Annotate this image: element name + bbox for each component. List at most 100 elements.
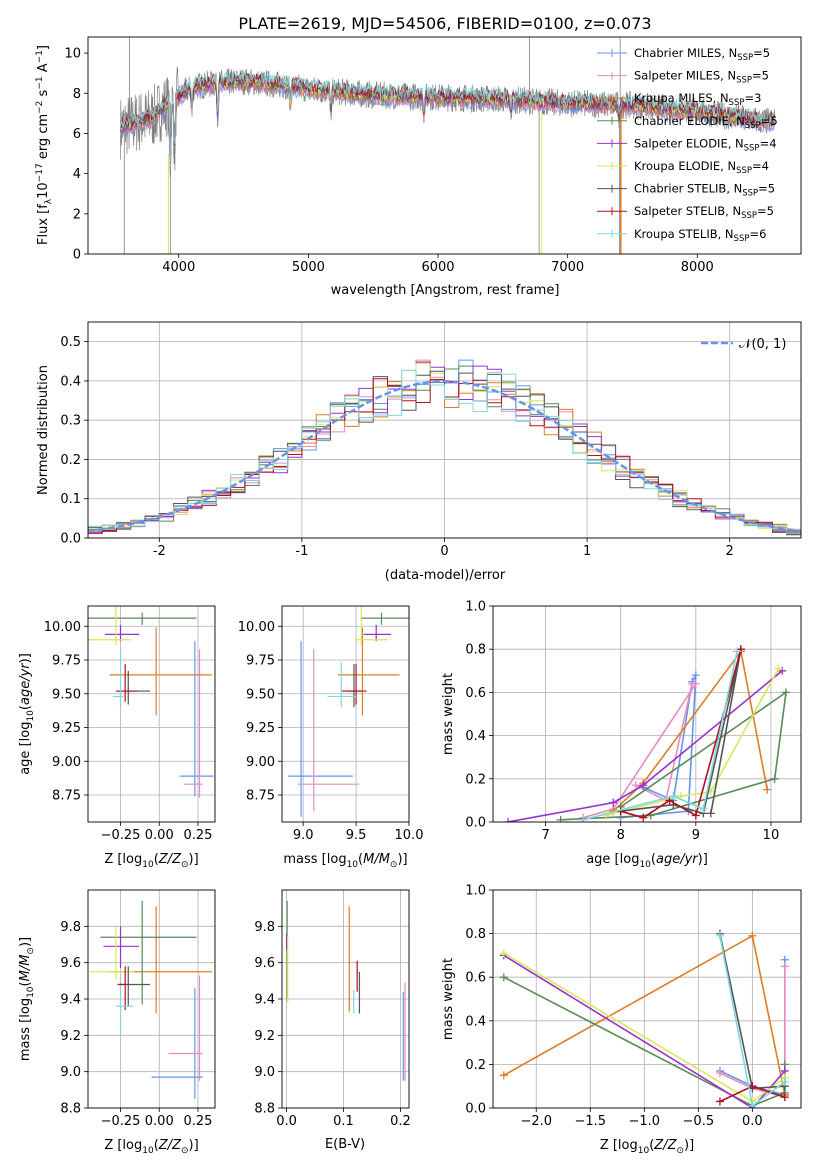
x-tick-label: 10.0 bbox=[395, 828, 424, 843]
y-tick-label: 2 bbox=[73, 207, 81, 222]
y-tick-label: 9.75 bbox=[52, 654, 81, 669]
y-tick-label: 9.4 bbox=[254, 993, 275, 1008]
x-tick-label: -2 bbox=[153, 544, 166, 559]
weight-series bbox=[503, 954, 786, 1108]
weight-series bbox=[582, 651, 738, 821]
y-axis-label: Flux [fλ10−17 erg cm−2 s−1 A−1] bbox=[35, 45, 54, 245]
grid bbox=[88, 606, 215, 822]
y-tick-label: 1.0 bbox=[465, 884, 486, 899]
x-tick-label: 6000 bbox=[421, 260, 454, 275]
weight-marker bbox=[774, 664, 783, 673]
axes-frame bbox=[87, 889, 216, 1109]
weight-marker bbox=[639, 781, 648, 790]
y-tick-label: 9.75 bbox=[246, 654, 275, 669]
y-tick-label: 0.3 bbox=[60, 414, 81, 429]
weight-marker bbox=[691, 671, 700, 680]
weight-marker bbox=[691, 811, 700, 820]
plot-area bbox=[285, 900, 406, 1081]
x-tick-label: 9.5 bbox=[346, 828, 367, 843]
x-tick-label: 9 bbox=[692, 828, 700, 843]
x-tick-label: 2 bbox=[726, 544, 734, 559]
x-axis-label: Z [log10(Z/Z⊙)] bbox=[104, 1138, 198, 1156]
y-tick-label: 9.6 bbox=[60, 956, 81, 971]
weight-marker bbox=[748, 1082, 757, 1091]
y-tick-label: 8.75 bbox=[52, 789, 81, 804]
age-vs-metallicity-panel: −0.25 0.00 0.25 8.75 9.00 9.25 9.50 9.75 10.00 Z … bbox=[18, 605, 216, 870]
legend-label: Kroupa MILES, NSSP=3 bbox=[634, 91, 761, 108]
x-tick-label: 0.0 bbox=[276, 1114, 297, 1129]
weight-marker bbox=[780, 1093, 789, 1102]
weight-marker bbox=[631, 781, 640, 790]
x-tick-label: 0.25 bbox=[183, 828, 212, 843]
y-tick-label: 0.6 bbox=[465, 971, 486, 986]
plot-area bbox=[504, 645, 790, 822]
weight-marker bbox=[499, 973, 508, 982]
plot-area bbox=[89, 900, 212, 1099]
legend-label: 𝒩(0, 1) bbox=[739, 337, 786, 352]
x-tick-label: -1 bbox=[295, 544, 308, 559]
y-tick-label: 0.4 bbox=[60, 374, 81, 389]
weight-marker bbox=[601, 811, 610, 820]
x-tick-label: −1.0 bbox=[629, 1114, 661, 1129]
y-tick-label: 8.8 bbox=[254, 1102, 275, 1117]
y-tick-label: 0.0 bbox=[465, 1102, 486, 1117]
y-tick-label: 9.8 bbox=[60, 920, 81, 935]
x-tick-label: 7000 bbox=[551, 260, 584, 275]
weight-marker bbox=[556, 815, 565, 822]
x-tick-label: −2.0 bbox=[520, 1114, 552, 1129]
y-tick-label: 9.2 bbox=[60, 1029, 81, 1044]
weight-marker bbox=[780, 962, 789, 971]
x-axis-label: (data-model)/error bbox=[385, 568, 506, 583]
y-tick-label: 9.0 bbox=[60, 1065, 81, 1080]
y-tick-label: 0.1 bbox=[60, 492, 81, 507]
weight-marker bbox=[706, 809, 715, 818]
x-tick-label: −0.5 bbox=[683, 1114, 715, 1129]
legend-label: Salpeter STELIB, NSSP=5 bbox=[634, 204, 774, 221]
model-spectrum bbox=[120, 71, 775, 163]
weight-marker bbox=[770, 774, 779, 783]
x-tick-label: −0.25 bbox=[101, 828, 141, 843]
x-axis-label: age [log10(age/yr)] bbox=[586, 852, 708, 870]
x-tick-label: −0.25 bbox=[101, 1114, 141, 1129]
normal-curve bbox=[88, 380, 801, 533]
x-axis-label: mass [log10(M/M⊙)] bbox=[283, 852, 407, 870]
x-tick-label: 5000 bbox=[292, 260, 325, 275]
y-axis-label: mass weight bbox=[441, 958, 456, 1040]
legend: Chabrier MILES, NSSP=5 Salpeter MILES, NS… bbox=[597, 46, 778, 244]
legend-label: Salpeter MILES, NSSP=5 bbox=[634, 69, 769, 86]
legend-label: Chabrier ELODIE, NSSP=5 bbox=[634, 114, 778, 131]
y-tick-label: 0.6 bbox=[465, 686, 486, 701]
x-tick-label: 0.00 bbox=[145, 1114, 174, 1129]
y-tick-label: 0.4 bbox=[465, 1014, 486, 1029]
x-axis-label: Z [log10(Z/Z⊙)] bbox=[104, 852, 198, 870]
y-tick-label: 9.2 bbox=[254, 1029, 275, 1044]
x-tick-label: 4000 bbox=[162, 260, 195, 275]
mass-vs-metallicity-panel: −0.25 0.00 0.25 8.8 9.0 9.2 9.4 9.6 9.8 Z [log10(… bbox=[18, 889, 216, 1156]
weight-marker bbox=[748, 1101, 757, 1108]
grid bbox=[282, 890, 409, 1109]
x-tick-label: 0.1 bbox=[333, 1114, 354, 1129]
weight-marker bbox=[504, 818, 513, 822]
axes-frame bbox=[492, 889, 802, 1109]
grid bbox=[493, 889, 801, 1109]
massweight-vs-age-panel: 7 8 9 10 0.0 0.2 0.4 0.6 0.8 1.0 age [log10(age/yr… bbox=[441, 600, 802, 870]
y-tick-label: 9.50 bbox=[246, 687, 275, 702]
y-tick-label: 9.50 bbox=[52, 687, 81, 702]
x-tick-label: −1.5 bbox=[574, 1114, 606, 1129]
y-tick-label: 0.4 bbox=[465, 729, 486, 744]
plot-area bbox=[499, 929, 789, 1108]
weight-marker bbox=[715, 1097, 724, 1106]
y-tick-label: 1.0 bbox=[465, 600, 486, 615]
y-tick-label: 8.8 bbox=[60, 1102, 81, 1117]
weight-marker bbox=[499, 949, 508, 958]
y-tick-label: 0.2 bbox=[465, 1058, 486, 1073]
x-tick-label: 0.2 bbox=[390, 1114, 411, 1129]
weight-marker bbox=[639, 813, 648, 822]
axes-frame bbox=[281, 605, 410, 823]
y-axis-label: mass [log10(M/M⊙)] bbox=[18, 937, 36, 1061]
weight-marker bbox=[733, 647, 742, 656]
weight-series bbox=[582, 683, 698, 819]
y-tick-label: 0.5 bbox=[60, 335, 81, 350]
weight-marker bbox=[715, 931, 724, 940]
y-tick-label: 9.25 bbox=[52, 721, 81, 736]
